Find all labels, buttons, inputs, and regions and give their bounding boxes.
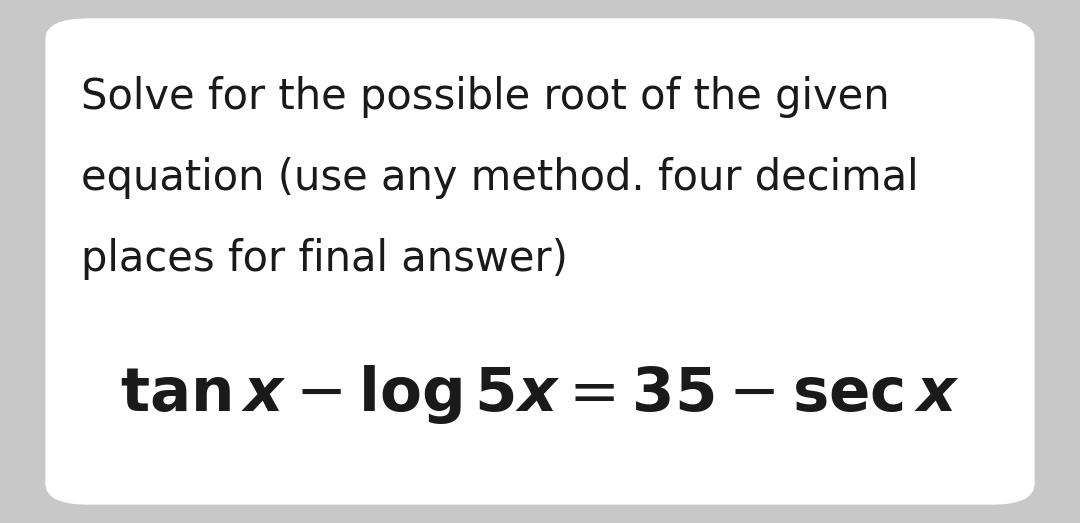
Text: places for final answer): places for final answer) [81, 238, 568, 280]
FancyBboxPatch shape [45, 18, 1035, 505]
Text: equation (use any method. four decimal: equation (use any method. four decimal [81, 157, 919, 199]
Text: $\mathbf{tan}\,\boldsymbol{x} - \mathbf{log}\,\mathbf{5}\boldsymbol{x} = \mathbf: $\mathbf{tan}\,\boldsymbol{x} - \mathbf{… [121, 363, 959, 426]
Text: Solve for the possible root of the given: Solve for the possible root of the given [81, 76, 890, 118]
